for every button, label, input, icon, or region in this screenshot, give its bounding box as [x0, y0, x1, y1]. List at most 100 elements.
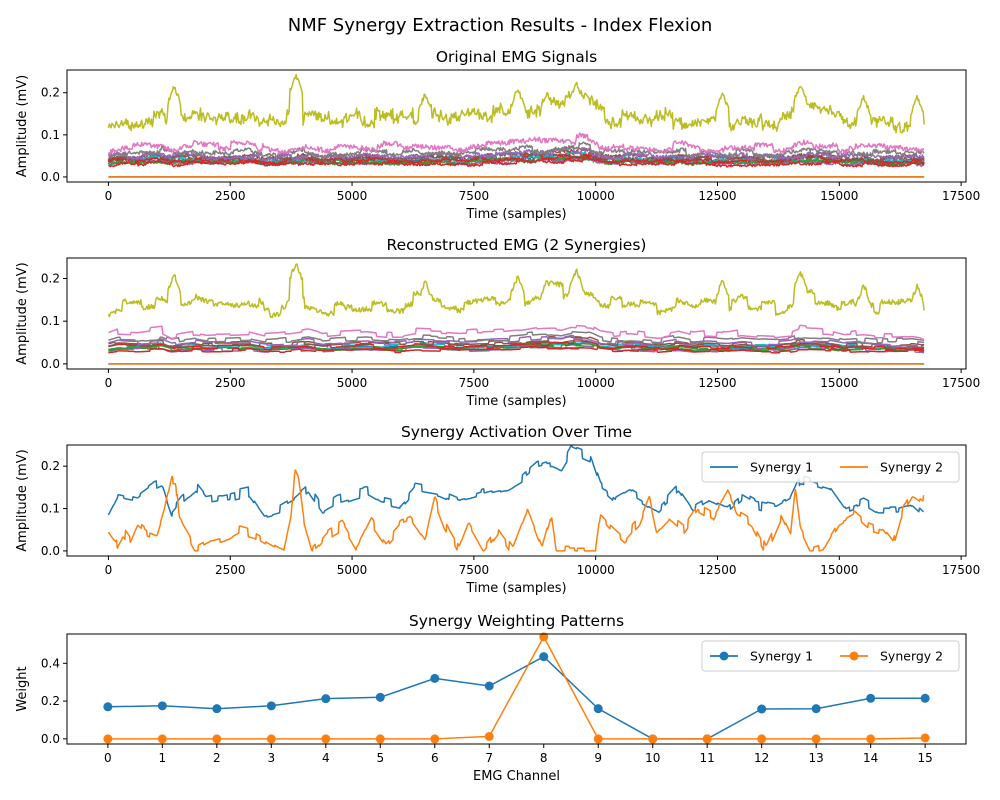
data-point	[430, 673, 440, 683]
x-tick-label: 7500	[459, 189, 490, 203]
x-tick-label: 0	[105, 189, 113, 203]
x-tick-label: 3	[267, 751, 275, 765]
data-point	[866, 693, 876, 703]
x-tick-label: 0	[105, 563, 113, 577]
y-tick-label: 0.4	[41, 656, 60, 670]
figure-suptitle: NMF Synergy Extraction Results - Index F…	[288, 15, 713, 36]
data-point	[757, 704, 767, 714]
data-point	[593, 704, 603, 714]
chart-title: Synergy Weighting Patterns	[409, 612, 624, 630]
legend-label: Synergy 2	[880, 649, 943, 664]
plot-frame	[66, 633, 967, 745]
chart-title: Synergy Activation Over Time	[401, 423, 632, 441]
x-tick-label: 12	[754, 751, 769, 765]
x-tick-label: 5000	[337, 563, 368, 577]
legend-label: Synergy 2	[880, 460, 943, 475]
emg-channel-line	[108, 335, 925, 349]
emg-lines	[107, 73, 925, 178]
plot-frame	[66, 69, 967, 183]
data-point	[593, 734, 603, 744]
emg-channel-line	[107, 132, 925, 155]
x-tick-label: 15000	[820, 189, 858, 203]
x-tick-label: 12500	[698, 189, 736, 203]
data-point	[811, 704, 821, 714]
x-tick-label: 10000	[577, 563, 615, 577]
series-line	[107, 635, 926, 740]
data-point	[484, 731, 494, 741]
x-axis-label: Time (samples)	[465, 207, 566, 222]
data-point	[212, 704, 222, 714]
y-axis-label: Amplitude (mV)	[15, 449, 30, 551]
y-tick-label: 0.0	[41, 357, 60, 371]
y-tick-label: 0.1	[41, 502, 60, 516]
y-tick-label: 0.2	[41, 86, 60, 100]
data-point	[866, 734, 876, 744]
data-point	[103, 734, 113, 744]
x-tick-label: 2500	[215, 563, 246, 577]
series-line	[107, 469, 925, 552]
data-point	[375, 734, 385, 744]
emg-channel-line	[108, 324, 925, 341]
emg-channel-line	[108, 342, 925, 353]
y-axis-label: Weight	[15, 666, 30, 711]
panel-original-emg: Original EMG Signals 0 2500 5000 7500 10000 12…	[15, 48, 980, 222]
x-tick-label: 15	[917, 751, 932, 765]
x-tick-label: 14	[863, 751, 878, 765]
x-tick-label: 0	[104, 751, 112, 765]
data-point	[321, 694, 331, 704]
panel-synergy-activation: Synergy Activation Over Time 0 2500 5000 750…	[15, 423, 980, 596]
x-tick-label: 7500	[459, 376, 490, 390]
y-tick-label: 0.1	[41, 128, 60, 142]
series-line	[107, 445, 925, 518]
chart-title: Reconstructed EMG (2 Synergies)	[387, 236, 647, 254]
y-tick-label: 0.0	[41, 170, 60, 184]
x-tick-label: 7500	[459, 563, 490, 577]
data-point	[157, 734, 167, 744]
x-tick-label: 15000	[820, 376, 858, 390]
data-point	[375, 692, 385, 702]
legend-box	[701, 451, 960, 483]
chart-title: Original EMG Signals	[436, 48, 597, 66]
emg-channel-line	[108, 339, 925, 351]
y-tick-label: 0.0	[41, 732, 60, 746]
x-tick-label: 15000	[820, 563, 858, 577]
x-tick-label: 10000	[577, 376, 615, 390]
data-point	[539, 652, 549, 662]
data-point	[702, 734, 712, 744]
x-tick-label: 2500	[215, 376, 246, 390]
data-point	[539, 632, 549, 642]
emg-lines	[107, 263, 925, 365]
series-line	[107, 655, 926, 740]
x-tick-label: 0	[105, 376, 113, 390]
emg-channel-line	[107, 263, 925, 319]
x-tick-label: 11	[700, 751, 715, 765]
legend-label: Synergy 1	[750, 649, 813, 664]
data-point	[212, 734, 222, 744]
y-tick-label: 0.2	[41, 694, 60, 708]
legend-marker	[719, 651, 729, 661]
data-point	[920, 693, 930, 703]
data-point	[266, 734, 276, 744]
x-tick-label: 2	[213, 751, 221, 765]
y-tick-label: 0.1	[41, 314, 60, 328]
data-point	[430, 734, 440, 744]
x-tick-label: 2500	[215, 189, 246, 203]
x-tick-label: 17500	[942, 189, 980, 203]
x-tick-label: 17500	[942, 563, 980, 577]
data-point	[157, 701, 167, 711]
legend-box	[701, 640, 960, 672]
x-tick-label: 5000	[337, 376, 368, 390]
plot-frame	[66, 444, 967, 557]
data-point	[321, 734, 331, 744]
x-tick-label: 4	[322, 751, 330, 765]
legend-marker	[849, 651, 859, 661]
x-tick-label: 5	[376, 751, 384, 765]
legend-label: Synergy 1	[750, 460, 813, 475]
data-point	[811, 734, 821, 744]
legend: Synergy 1 Synergy 2	[701, 451, 960, 483]
x-tick-label: 1	[159, 751, 167, 765]
legend: Synergy 1 Synergy 2	[701, 640, 960, 672]
y-axis-label: Amplitude (mV)	[15, 75, 30, 177]
